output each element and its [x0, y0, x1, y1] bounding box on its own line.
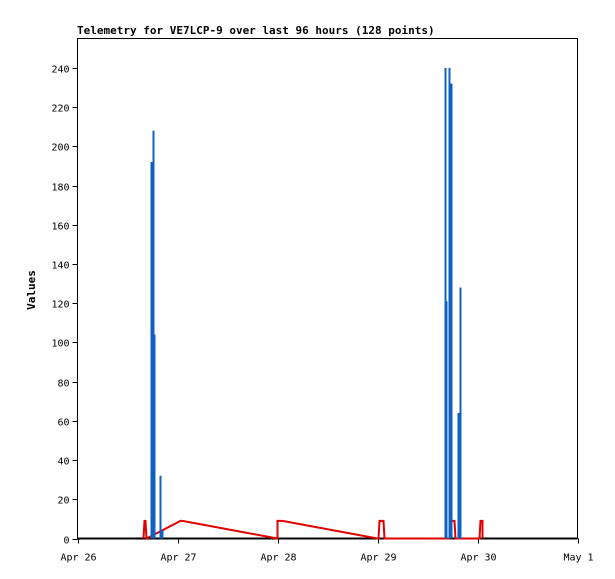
y-tick-label: 140: [51, 261, 69, 272]
y-tick-label: 60: [57, 418, 69, 429]
y-tick-label: 80: [57, 379, 69, 390]
chart-title: Telemetry for VE7LCP-9 over last 96 hour…: [77, 24, 435, 37]
y-axis-label: Values: [25, 270, 38, 310]
y-tick-label: 120: [51, 300, 69, 311]
y-tick-label: 0: [63, 536, 69, 547]
y-tick-label: 40: [57, 457, 69, 468]
y-tick-label: 20: [57, 496, 69, 507]
y-tick-label: 220: [51, 104, 69, 115]
y-tick-label: 180: [51, 183, 69, 194]
x-tick-label: Apr 27: [160, 553, 196, 564]
x-tick-label: Apr 28: [260, 553, 296, 564]
series-layer: [77, 67, 578, 541]
y-tick-label: 240: [51, 65, 69, 76]
y-tick-label: 200: [51, 143, 69, 154]
x-tick-label: May 1: [563, 553, 593, 564]
y-tick-label: 100: [51, 339, 69, 350]
x-axis: Apr 26 Apr 27 Apr 28 Apr 29 Apr 30 May 1: [60, 538, 594, 564]
x-tick-label: Apr 30: [460, 553, 496, 564]
y-axis: 0 20 40 60 80 100 120 140 160 180 200 220 240: [51, 65, 78, 547]
x-tick-label: Apr 29: [360, 553, 396, 564]
y-tick-label: 160: [51, 222, 69, 233]
series-line-1: [142, 519, 484, 541]
x-tick-label: Apr 26: [60, 553, 96, 564]
